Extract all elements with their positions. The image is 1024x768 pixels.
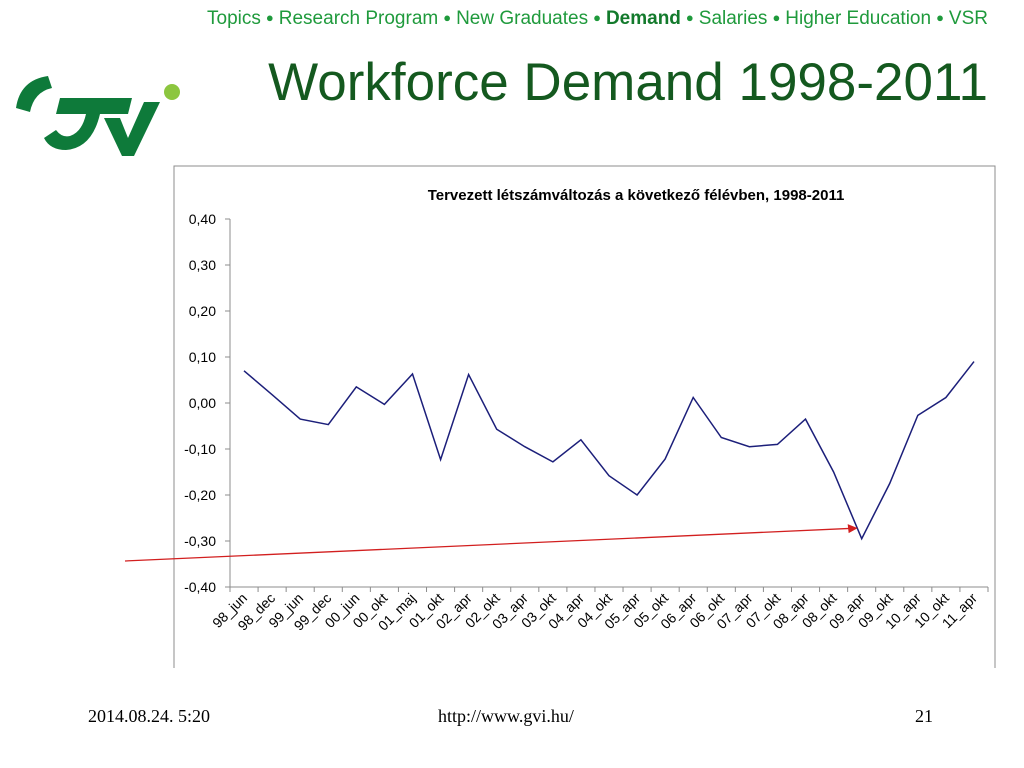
logo-hook-shape — [16, 76, 52, 112]
y-tick-label: 0,00 — [189, 395, 216, 411]
annotation-arrow-head — [847, 524, 858, 534]
nav-separator: ● — [685, 10, 694, 25]
slide-title: Workforce Demand 1998-2011 — [268, 53, 988, 112]
footer-url: http://www.gvi.hu/ — [438, 706, 574, 726]
nav-item-higher-education[interactable]: Higher Education — [785, 8, 932, 29]
y-tick-label: -0,10 — [184, 441, 216, 457]
annotation-arrow-line — [124, 527, 850, 562]
logo-j-shape — [44, 98, 132, 150]
footer-page-number: 21 — [915, 706, 933, 726]
nav-separator: ● — [443, 10, 452, 25]
logo-dot — [164, 84, 180, 100]
chart-title: Tervezett létszámváltozás a következő fé… — [428, 187, 845, 204]
y-tick-label: -0,40 — [184, 579, 216, 595]
nav-separator: ● — [265, 10, 274, 25]
topic-navigation: Topics ● Research Program ● New Graduates ● De… — [20, 8, 988, 30]
nav-separator: ● — [936, 10, 944, 25]
nav-separator: ● — [593, 10, 601, 25]
y-tick-label: -0,30 — [184, 533, 216, 549]
y-tick-label: -0,20 — [184, 487, 216, 503]
y-tick-label: 0,40 — [189, 211, 216, 227]
y-tick-label: 0,10 — [189, 349, 216, 365]
nav-item-new-graduates[interactable]: New Graduates — [456, 8, 589, 29]
nav-item-demand[interactable]: Demand — [605, 8, 681, 29]
nav-item-vsr[interactable]: VSR — [948, 8, 988, 29]
y-tick-label: 0,30 — [189, 257, 216, 273]
series-line — [243, 361, 975, 541]
gvi-logo — [16, 76, 180, 156]
nav-item-topics[interactable]: Topics — [207, 8, 261, 29]
logo-v-shape — [104, 102, 160, 156]
footer-date: 2014.08.24. 5:20 — [88, 706, 211, 726]
nav-item-salaries[interactable]: Salaries — [698, 8, 768, 29]
y-tick-label: 0,20 — [189, 303, 216, 319]
chart-frame — [173, 165, 996, 668]
nav-separator: ● — [772, 10, 781, 25]
nav-item-research-program[interactable]: Research Program — [278, 8, 439, 29]
